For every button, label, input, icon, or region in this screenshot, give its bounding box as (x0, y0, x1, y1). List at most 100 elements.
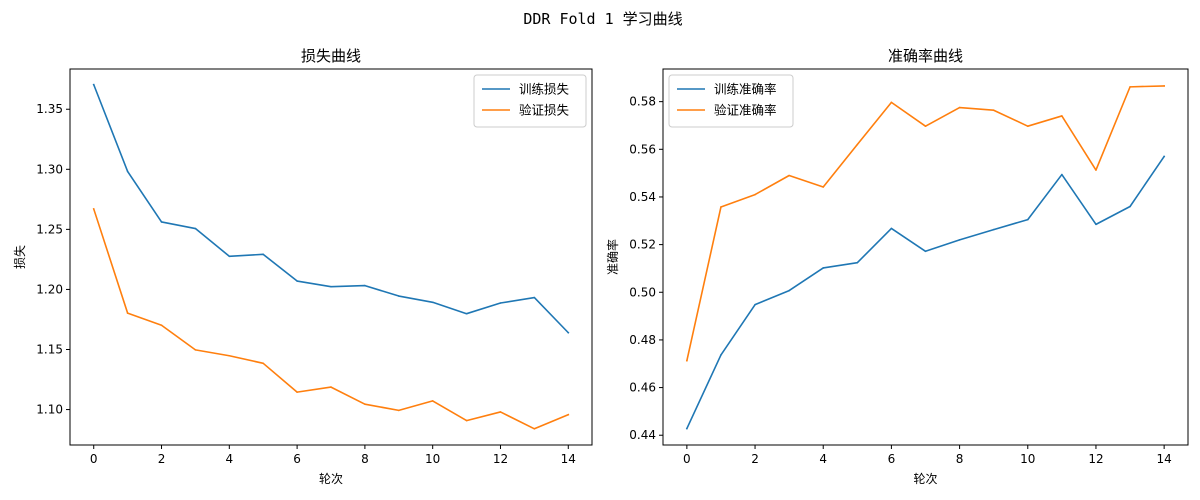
data-point (228, 354, 231, 357)
data-point (1129, 86, 1131, 88)
data-point (924, 250, 927, 253)
data-point (160, 324, 163, 327)
data-point (1163, 155, 1165, 158)
legend-label: 训练损失 (519, 82, 570, 97)
data-point (1129, 205, 1131, 208)
data-point (194, 349, 197, 351)
data-point (431, 301, 434, 304)
x-tick-label: 6 (888, 452, 896, 466)
y-tick-label: 1.35 (36, 102, 63, 116)
y-tick-label: 1.30 (36, 162, 63, 176)
loss-chart: 损失曲线 0 2 4 6 8 10 12 14 1.10 1.15 1.20 1.25 1.30 1.35 轮… (12, 47, 593, 486)
figure-suptitle: DDR Fold 1 学习曲线 (523, 10, 682, 28)
y-axis-label: 损失 (12, 245, 27, 269)
data-point (1061, 115, 1063, 117)
data-point (822, 267, 825, 269)
y-tick-label: 0.46 (629, 381, 656, 395)
data-point (992, 228, 995, 231)
y-tick-label: 1.25 (36, 222, 63, 236)
data-point (533, 427, 536, 430)
data-point (330, 285, 332, 288)
x-tick-label: 4 (819, 452, 827, 466)
data-point (924, 125, 927, 127)
data-point (499, 302, 502, 304)
data-point (720, 354, 722, 356)
legend-label: 训练准确率 (714, 82, 777, 97)
plot-frame (69, 68, 593, 446)
x-tick-label: 2 (751, 452, 759, 466)
data-point (194, 227, 197, 230)
data-point (1026, 218, 1029, 221)
data-point (364, 403, 366, 405)
x-tick-label: 8 (361, 452, 369, 466)
x-tick-label: 2 (158, 452, 166, 466)
data-point (822, 186, 825, 188)
data-point (92, 83, 95, 86)
x-tick-label: 0 (90, 452, 98, 466)
data-point (686, 359, 688, 362)
legend-box (473, 74, 587, 128)
data-point (788, 289, 790, 292)
y-tick-label: 0.50 (629, 285, 656, 299)
data-point (126, 170, 129, 173)
data-point (1095, 169, 1097, 171)
y-tick-label: 0.52 (629, 238, 656, 252)
y-tick-label: 1.15 (36, 342, 63, 356)
x-tick-label: 8 (956, 452, 964, 466)
data-point (890, 227, 893, 230)
data-point (499, 411, 502, 413)
y-axis-label: 准确率 (605, 239, 620, 275)
data-point (567, 331, 570, 334)
y-tick-label: 0.58 (629, 95, 656, 109)
data-point (397, 295, 400, 297)
y-tick-label: 1.20 (36, 282, 63, 296)
legend-box (668, 74, 794, 128)
data-point (1095, 223, 1097, 226)
data-point (958, 106, 961, 109)
legend-label: 验证损失 (519, 103, 570, 118)
data-point (754, 193, 756, 196)
data-point (567, 413, 570, 416)
data-point (228, 255, 231, 258)
data-point (958, 239, 961, 241)
chart-title: 损失曲线 (301, 47, 361, 65)
data-point (890, 101, 893, 104)
data-point (465, 312, 468, 315)
data-point (397, 409, 400, 412)
x-tick-label: 12 (493, 452, 508, 466)
data-point (364, 284, 366, 287)
chart-title: 准确率曲线 (888, 47, 963, 65)
x-axis-label: 轮次 (319, 472, 343, 486)
data-point (126, 312, 129, 314)
y-tick-label: 0.54 (629, 190, 656, 204)
y-tick-label: 1.10 (36, 403, 63, 417)
x-tick-label: 14 (561, 452, 576, 466)
accuracy-chart: 准确率曲线 0 2 4 6 8 10 12 14 0.44 0.46 0.48 0.50 0.52 0.54… (605, 47, 1189, 486)
y-tick-label: 0.48 (629, 333, 656, 347)
data-point (262, 253, 265, 256)
data-point (1061, 173, 1063, 176)
x-tick-label: 0 (683, 452, 691, 466)
data-point (788, 174, 790, 177)
data-point (1026, 125, 1029, 127)
x-tick-label: 6 (293, 452, 301, 466)
data-point (296, 391, 298, 393)
data-point (92, 208, 95, 210)
data-point (533, 296, 536, 299)
data-point (1163, 85, 1165, 87)
data-point (856, 143, 859, 146)
x-tick-label: 12 (1088, 452, 1103, 466)
x-axis-label: 轮次 (913, 472, 937, 486)
x-tick-label: 10 (1020, 452, 1035, 466)
data-point (431, 400, 434, 402)
y-tick-label: 0.44 (629, 428, 656, 442)
x-tick-label: 14 (1156, 452, 1171, 466)
x-tick-label: 10 (425, 452, 440, 466)
legend-label: 验证准确率 (714, 103, 777, 118)
data-point (296, 280, 298, 282)
x-tick-label: 4 (225, 452, 233, 466)
